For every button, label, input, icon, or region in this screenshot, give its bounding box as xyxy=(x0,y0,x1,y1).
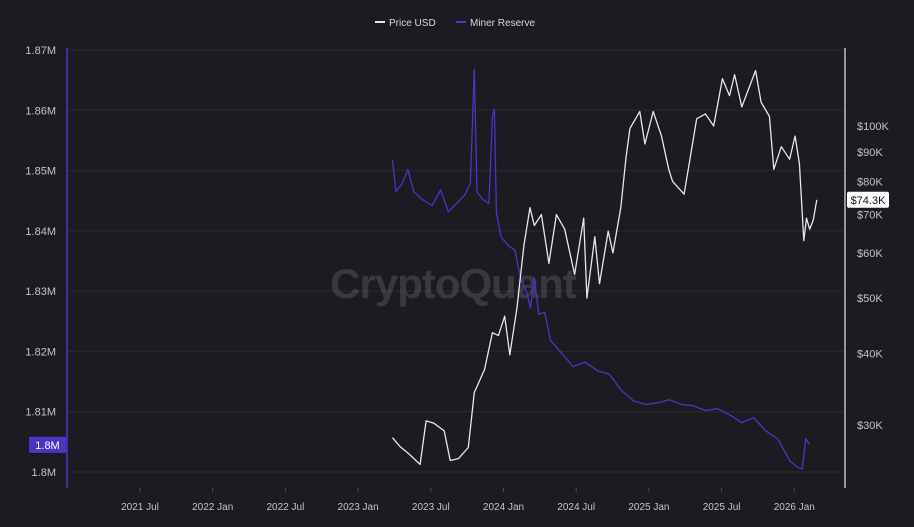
x-tick-label: 2024 Jul xyxy=(557,502,595,513)
right-tick-label: $70K xyxy=(857,210,883,222)
x-tick-label: 2024 Jan xyxy=(483,502,524,513)
legend-reserve-label[interactable]: Miner Reserve xyxy=(470,18,535,29)
price-usd-line[interactable] xyxy=(392,69,818,466)
x-axis-ticks: 2021 Jul 2022 Jan 2022 Jul 2023 Jan 2023 Jul… xyxy=(121,488,815,513)
right-tick-label: $90K xyxy=(857,147,883,159)
x-tick-label: 2023 Jan xyxy=(338,502,379,513)
x-tick-label: 2025 Jul xyxy=(703,502,741,513)
left-tick-label: 1.81M xyxy=(25,407,56,419)
gridlines xyxy=(67,49,845,473)
right-current-badge-label: $74.3K xyxy=(851,195,887,207)
left-tick-label: 1.82M xyxy=(25,346,56,358)
left-current-badge-bg xyxy=(29,436,66,453)
left-tick-label: 1.86M xyxy=(25,105,56,117)
right-axis-ticks: $100K $90K $80K $70K $60K $50K $40K $30K xyxy=(857,121,889,432)
x-tick-label: 2022 Jul xyxy=(266,502,304,513)
right-current-badge-bg xyxy=(847,191,889,208)
right-tick-label: $30K xyxy=(857,420,883,432)
legend: Price USD Miner Reserve xyxy=(375,18,535,29)
left-axis-ticks: 1.87M 1.86M 1.85M 1.84M 1.83M 1.82M 1.81M 1.8M xyxy=(25,45,56,479)
legend-price-label[interactable]: Price USD xyxy=(389,18,436,29)
right-tick-label: $60K xyxy=(857,248,883,260)
right-tick-label: $40K xyxy=(857,349,883,361)
x-tick-label: 2023 Jul xyxy=(412,502,450,513)
left-current-badge: 1.8M xyxy=(29,436,66,453)
right-current-badge: $74.3K xyxy=(847,191,889,208)
left-tick-label: 1.8M xyxy=(32,467,56,479)
right-tick-label: $80K xyxy=(857,176,883,188)
x-tick-label: 2021 Jul xyxy=(121,502,159,513)
left-tick-label: 1.87M xyxy=(25,45,56,57)
right-tick-label: $50K xyxy=(857,293,883,305)
left-tick-label: 1.85M xyxy=(25,166,56,178)
left-current-badge-label: 1.8M xyxy=(35,440,59,452)
x-tick-label: 2022 Jan xyxy=(192,502,233,513)
x-tick-label: 2026 Jan xyxy=(774,502,815,513)
series-layer xyxy=(391,68,818,470)
x-tick-label: 2025 Jan xyxy=(628,502,669,513)
watermark: CryptoQuant xyxy=(330,260,577,307)
miner-reserve-line[interactable] xyxy=(391,68,811,470)
right-tick-label: $100K xyxy=(857,121,889,133)
left-tick-label: 1.83M xyxy=(25,286,56,298)
left-tick-label: 1.84M xyxy=(25,226,56,238)
